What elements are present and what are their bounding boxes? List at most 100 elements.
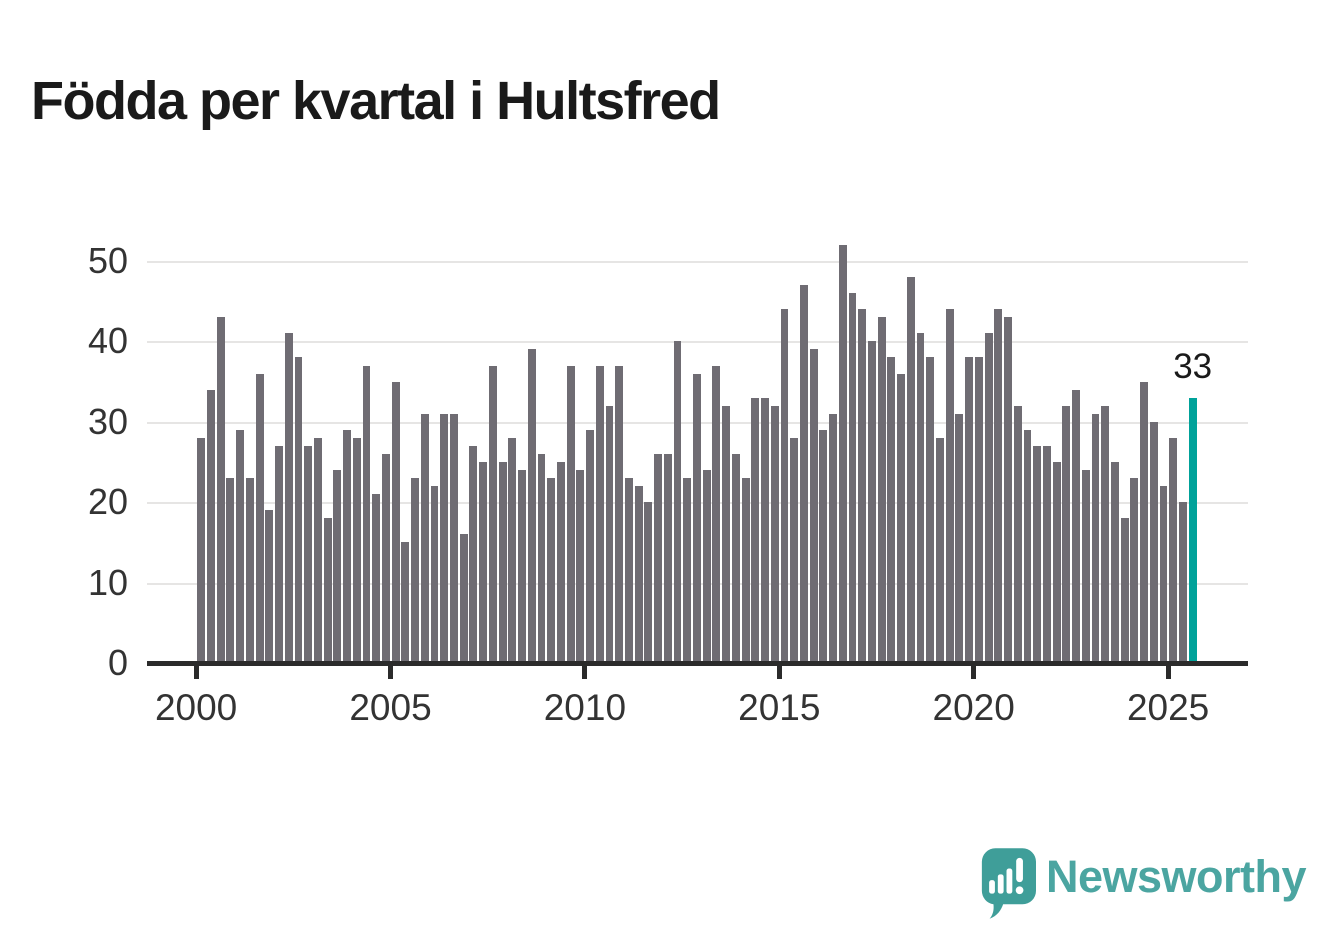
bar-2006Q3 bbox=[450, 413, 458, 663]
bar-2000Q4 bbox=[226, 478, 235, 663]
x-axis-label-2000: 2000 bbox=[154, 687, 238, 728]
bar-2024Q3 bbox=[1149, 421, 1158, 663]
bar-2019Q3 bbox=[955, 413, 964, 663]
bar-2010Q4 bbox=[615, 365, 624, 663]
bar-2009Q4 bbox=[576, 470, 585, 663]
bar-2004Q3 bbox=[372, 494, 381, 663]
chart-title: Födda per kvartal i Hultsfred bbox=[31, 71, 721, 132]
bar-2008Q4 bbox=[537, 453, 546, 663]
bar-2011Q4 bbox=[654, 453, 663, 663]
bar-2013Q1 bbox=[702, 470, 711, 663]
bar-2010Q3 bbox=[605, 405, 614, 663]
bar-2011Q3 bbox=[644, 502, 653, 663]
bar-2009Q2 bbox=[556, 462, 565, 663]
bar-2007Q2 bbox=[479, 462, 488, 663]
bar-2013Q2 bbox=[712, 365, 721, 663]
bar-2024Q2 bbox=[1140, 381, 1149, 663]
bar-2009Q1 bbox=[547, 478, 556, 663]
bar-2023Q2 bbox=[1101, 405, 1110, 663]
bar-2011Q1 bbox=[624, 478, 633, 663]
newsworthy-wordmark: Newsworthy bbox=[1046, 851, 1307, 902]
bar-2008Q2 bbox=[518, 470, 526, 663]
bar-2009Q3 bbox=[566, 365, 575, 663]
x-tick-2025 bbox=[1165, 666, 1171, 679]
bar-2020Q1 bbox=[974, 357, 983, 663]
bar-2015Q2 bbox=[790, 437, 799, 663]
bar-2023Q3 bbox=[1110, 462, 1119, 663]
x-axis-line bbox=[147, 661, 1248, 666]
bar-2017Q3 bbox=[877, 317, 886, 663]
bar-2017Q2 bbox=[867, 341, 876, 663]
y-axis-label-20: 20 bbox=[87, 481, 128, 523]
bar-2002Q2 bbox=[284, 333, 293, 663]
gridline-50 bbox=[147, 261, 1248, 263]
y-axis-label-10: 10 bbox=[87, 561, 128, 603]
bar-2001Q3 bbox=[255, 373, 264, 663]
bar-2022Q3 bbox=[1072, 389, 1080, 663]
bar-2001Q4 bbox=[265, 510, 274, 663]
bar-2007Q3 bbox=[488, 365, 497, 663]
highlight-value-label: 33 bbox=[1173, 347, 1213, 386]
bar-2005Q4 bbox=[420, 413, 429, 663]
bar-2014Q3 bbox=[761, 397, 769, 663]
bar-2008Q3 bbox=[527, 349, 536, 663]
bar-2014Q2 bbox=[751, 397, 760, 663]
bar-2003Q1 bbox=[313, 437, 322, 663]
bar-2015Q1 bbox=[780, 309, 789, 663]
y-axis-label-0: 0 bbox=[107, 642, 128, 683]
bar-2021Q3 bbox=[1033, 445, 1042, 663]
x-tick-2000 bbox=[193, 666, 199, 679]
bar-2015Q3 bbox=[799, 285, 808, 663]
bar-2004Q1 bbox=[352, 437, 361, 663]
x-axis-label-2015: 2015 bbox=[738, 687, 821, 728]
bar-2013Q3 bbox=[722, 405, 731, 663]
bar-2002Q1 bbox=[275, 445, 283, 663]
bar-2019Q1 bbox=[936, 437, 944, 663]
bar-2004Q4 bbox=[381, 453, 390, 663]
bar-2005Q3 bbox=[411, 478, 420, 663]
bar-2015Q4 bbox=[809, 349, 818, 663]
bar-2021Q4 bbox=[1042, 445, 1051, 663]
bar-2012Q3 bbox=[683, 478, 692, 663]
bar-2020Q2 bbox=[984, 333, 993, 663]
bar-2011Q2 bbox=[634, 486, 643, 663]
bar-2018Q1 bbox=[897, 373, 906, 663]
y-axis-label-30: 30 bbox=[87, 400, 128, 442]
bar-2004Q2 bbox=[362, 365, 371, 663]
y-axis-label-50: 50 bbox=[87, 240, 128, 281]
x-axis-label-2020: 2020 bbox=[932, 687, 1015, 728]
bar-2020Q3 bbox=[994, 309, 1003, 663]
x-axis-label-2025: 2025 bbox=[1126, 687, 1210, 728]
bar-2025Q2 bbox=[1179, 502, 1187, 663]
bar-2000Q3 bbox=[216, 317, 225, 663]
bar-2005Q2 bbox=[401, 542, 410, 663]
bar-2002Q4 bbox=[304, 445, 313, 663]
bar-2021Q1 bbox=[1013, 405, 1022, 663]
x-tick-2005 bbox=[388, 666, 393, 679]
gridline-40 bbox=[147, 341, 1248, 344]
bar-2018Q2 bbox=[906, 277, 915, 663]
bar-2018Q3 bbox=[916, 333, 925, 663]
bar-2002Q3 bbox=[294, 357, 303, 663]
bar-2014Q1 bbox=[741, 478, 750, 663]
bar-2024Q1 bbox=[1130, 478, 1139, 663]
x-tick-2015 bbox=[776, 666, 782, 679]
plot-area bbox=[147, 244, 1248, 663]
newsworthy-logo: Newsworthy bbox=[978, 845, 1308, 925]
bar-2016Q1 bbox=[819, 429, 828, 663]
bar-2008Q1 bbox=[508, 437, 517, 663]
bar-2012Q4 bbox=[693, 373, 701, 663]
bar-2016Q4 bbox=[848, 293, 857, 663]
bar-2001Q2 bbox=[245, 478, 254, 663]
bar-2005Q1 bbox=[391, 381, 400, 663]
bar-2006Q2 bbox=[440, 413, 449, 663]
bar-2022Q1 bbox=[1052, 462, 1061, 663]
bar-2000Q2 bbox=[207, 389, 215, 663]
bar-2023Q4 bbox=[1120, 518, 1129, 663]
bar-2022Q2 bbox=[1062, 405, 1071, 663]
bar-2020Q4 bbox=[1004, 317, 1012, 663]
bar-2014Q4 bbox=[770, 405, 779, 663]
bar-2016Q2 bbox=[829, 413, 837, 663]
newsworthy-logo-icon bbox=[978, 848, 1036, 925]
bar-2003Q3 bbox=[333, 470, 342, 663]
